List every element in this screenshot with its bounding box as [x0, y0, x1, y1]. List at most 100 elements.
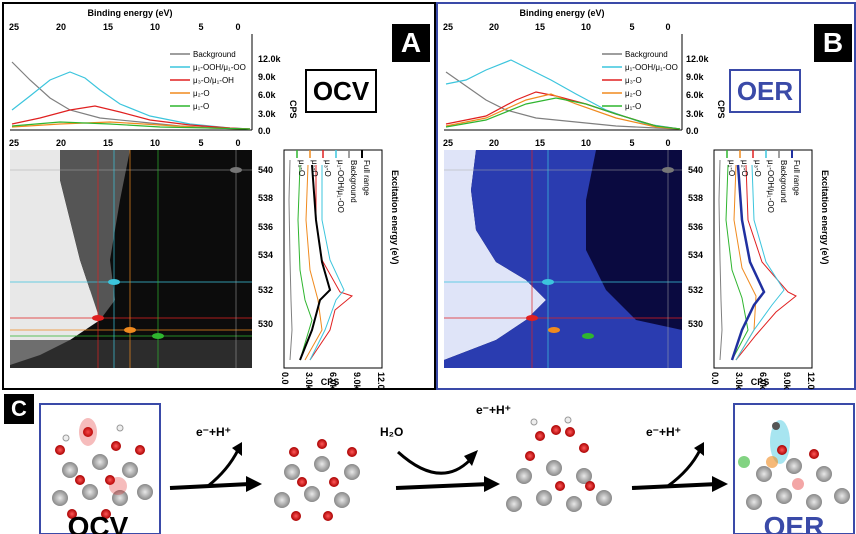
svg-text:10: 10 [581, 138, 591, 148]
svg-text:15: 15 [103, 22, 113, 32]
panel-c-figure: e⁻+H⁺ H₂O e⁻+H⁺ e⁻+H⁺ OCV OER [0, 390, 856, 534]
svg-text:μ₁-O: μ₁-O [297, 160, 306, 176]
svg-text:μ₁-OOH/μ₁-OO: μ₁-OOH/μ₁-OO [336, 160, 345, 213]
top-axis-title-a: Binding energy (eV) [87, 8, 172, 18]
svg-text:530: 530 [258, 319, 273, 329]
svg-text:0: 0 [235, 22, 240, 32]
svg-text:15: 15 [103, 138, 113, 148]
cps-label-a: CPS [288, 100, 298, 119]
svg-text:μ₁-OOH/μ₁-OO: μ₁-OOH/μ₁-OO [193, 63, 246, 72]
svg-text:9.0k: 9.0k [686, 72, 705, 82]
svg-text:532: 532 [258, 285, 273, 295]
svg-text:540: 540 [258, 165, 273, 175]
svg-text:6.0k: 6.0k [686, 90, 705, 100]
svg-text:μ₂-O: μ₂-O [193, 89, 210, 98]
svg-text:10: 10 [150, 138, 160, 148]
svg-text:534: 534 [688, 250, 703, 260]
svg-text:15: 15 [535, 22, 545, 32]
structure-2 [274, 439, 360, 521]
svg-text:Binding energy (eV): Binding energy (eV) [519, 8, 604, 18]
svg-text:Full range: Full range [792, 160, 801, 196]
structure-3 [506, 417, 612, 512]
svg-text:CPS: CPS [716, 100, 726, 119]
cps-ticks-a: 12.0k 9.0k 6.0k 3.0k 0.0 [258, 54, 282, 136]
svg-text:25: 25 [9, 22, 19, 32]
svg-text:0.0: 0.0 [686, 126, 699, 136]
svg-text:10: 10 [150, 22, 160, 32]
svg-text:μ₂-O: μ₂-O [740, 160, 749, 177]
svg-text:μ₃-O: μ₃-O [625, 76, 642, 85]
ocv-bottom-label: OCV [68, 511, 129, 534]
svg-text:12.0k: 12.0k [806, 372, 816, 390]
svg-text:532: 532 [688, 285, 703, 295]
exc-label-a: Excitation energy (eV) [390, 170, 400, 265]
step3-label: e⁻+H⁺ [476, 403, 511, 417]
svg-text:534: 534 [258, 250, 273, 260]
svg-text:15: 15 [535, 138, 545, 148]
svg-text:0: 0 [235, 138, 240, 148]
svg-text:536: 536 [258, 222, 273, 232]
svg-text:9.0k: 9.0k [352, 372, 362, 390]
svg-text:20: 20 [56, 138, 66, 148]
panel-a-figure: Binding energy (eV) 25 20 15 10 5 0 12.0… [0, 0, 436, 390]
svg-text:20: 20 [489, 22, 499, 32]
svg-text:12.0k: 12.0k [686, 54, 710, 64]
side-full-a [300, 165, 330, 360]
svg-text:25: 25 [9, 138, 19, 148]
svg-text:0.0: 0.0 [710, 372, 720, 385]
svg-text:μ₁-O: μ₁-O [625, 102, 641, 111]
svg-text:538: 538 [258, 193, 273, 203]
step1-label: e⁻+H⁺ [196, 425, 231, 439]
svg-text:25: 25 [443, 138, 453, 148]
legend-a: Background μ₁-OOH/μ₁-OO μ₃-O/μ₁-OH μ₂-O … [170, 50, 246, 111]
ocv-label: OCV [313, 76, 370, 106]
svg-text:μ₁-OOH/μ₁-OO: μ₁-OOH/μ₁-OO [625, 63, 678, 72]
svg-text:5: 5 [629, 138, 634, 148]
svg-text:3.0k: 3.0k [258, 109, 277, 119]
svg-text:μ₃-O: μ₃-O [753, 160, 762, 177]
exc-label-b: Excitation energy (eV) [820, 170, 830, 265]
svg-text:μ₁-O: μ₁-O [193, 102, 209, 111]
svg-text:μ₁-O: μ₁-O [727, 160, 736, 176]
svg-text:5: 5 [198, 138, 203, 148]
svg-text:20: 20 [56, 22, 66, 32]
svg-text:0.0: 0.0 [258, 126, 271, 136]
svg-text:3.0k: 3.0k [686, 109, 705, 119]
svg-text:0: 0 [665, 22, 670, 32]
svg-text:μ₁-OOH/μ₁-OO: μ₁-OOH/μ₁-OO [766, 160, 775, 213]
svg-text:CPS: CPS [751, 377, 770, 387]
step2-label: H₂O [380, 425, 403, 439]
svg-text:μ₃-O: μ₃-O [323, 160, 332, 177]
panel-b-figure: Binding energy (eV) 25 20 15 10 5 0 12.0… [436, 0, 856, 390]
svg-text:Background: Background [349, 160, 358, 203]
svg-text:5: 5 [629, 22, 634, 32]
svg-text:9.0k: 9.0k [782, 372, 792, 390]
svg-text:530: 530 [688, 319, 703, 329]
svg-text:Background: Background [779, 160, 788, 203]
svg-text:Full range: Full range [362, 160, 371, 196]
svg-text:0.0: 0.0 [280, 372, 290, 385]
svg-text:536: 536 [688, 222, 703, 232]
side-bg-a [289, 160, 292, 360]
side-legend-a: μ₁-O μ₂-O μ₃-O μ₁-OOH/μ₁-OO Background F… [297, 150, 371, 213]
svg-text:9.0k: 9.0k [258, 72, 277, 82]
top-axis-ticks-a: 25 20 15 10 5 0 [9, 22, 241, 32]
svg-text:μ₂-O: μ₂-O [310, 160, 319, 177]
svg-text:5: 5 [198, 22, 203, 32]
svg-text:20: 20 [489, 138, 499, 148]
svg-text:3.0k: 3.0k [304, 372, 314, 390]
svg-text:10: 10 [581, 22, 591, 32]
svg-text:0: 0 [665, 138, 670, 148]
svg-text:CPS: CPS [321, 377, 340, 387]
svg-text:Background: Background [193, 50, 236, 59]
svg-text:25: 25 [443, 22, 453, 32]
svg-text:6.0k: 6.0k [258, 90, 277, 100]
spectrum-background-a [12, 62, 250, 129]
svg-text:Background: Background [625, 50, 668, 59]
svg-text:12.0k: 12.0k [258, 54, 282, 64]
svg-text:μ₃-O/μ₁-OH: μ₃-O/μ₁-OH [193, 76, 234, 85]
svg-text:538: 538 [688, 193, 703, 203]
step4-label: e⁻+H⁺ [646, 425, 681, 439]
svg-text:μ₂-O: μ₂-O [625, 89, 642, 98]
svg-text:12.0k: 12.0k [376, 372, 386, 390]
